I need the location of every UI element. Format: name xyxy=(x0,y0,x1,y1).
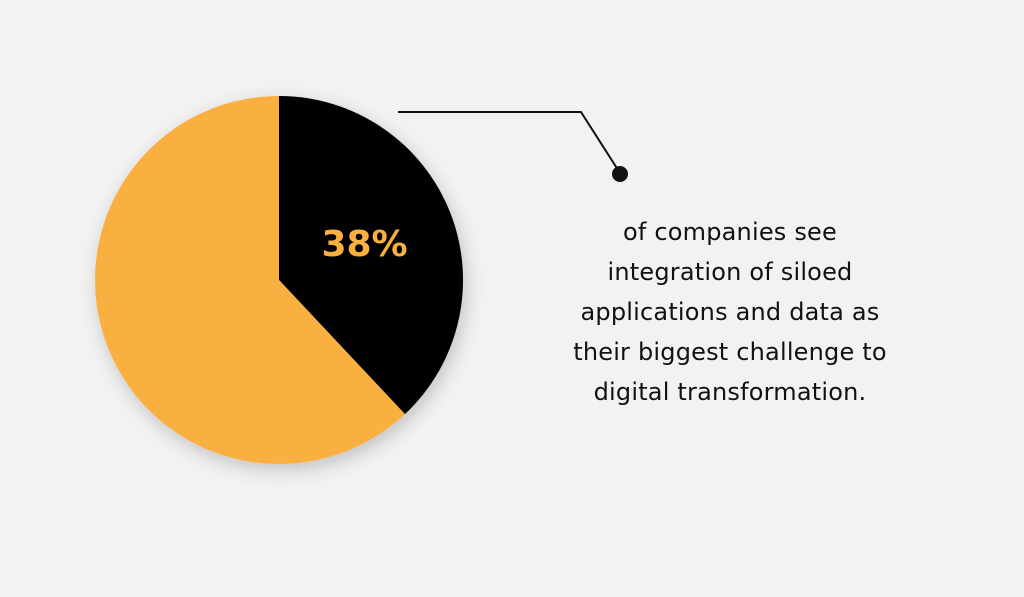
callout-text-line-3: applications and data as xyxy=(580,298,880,326)
callout-text: of companies see integration of siloed a… xyxy=(510,212,950,412)
pie-slice-1 xyxy=(279,96,464,415)
callout-text-line-5: digital transformation. xyxy=(593,378,867,406)
callout-text-line-4: their biggest challenge to xyxy=(573,338,887,366)
callout-line xyxy=(398,111,621,174)
pie-slice-2 xyxy=(95,96,405,464)
callout-text-line-2: integration of siloed xyxy=(607,258,853,286)
callout-group xyxy=(398,111,628,182)
pie-slice-1-data-label: 38% xyxy=(321,224,407,265)
callout-text-line-1: of companies see xyxy=(623,218,837,246)
callout-dot xyxy=(612,166,628,182)
data-labels-group: 38% xyxy=(321,224,407,265)
pie-slices-group xyxy=(95,96,464,464)
